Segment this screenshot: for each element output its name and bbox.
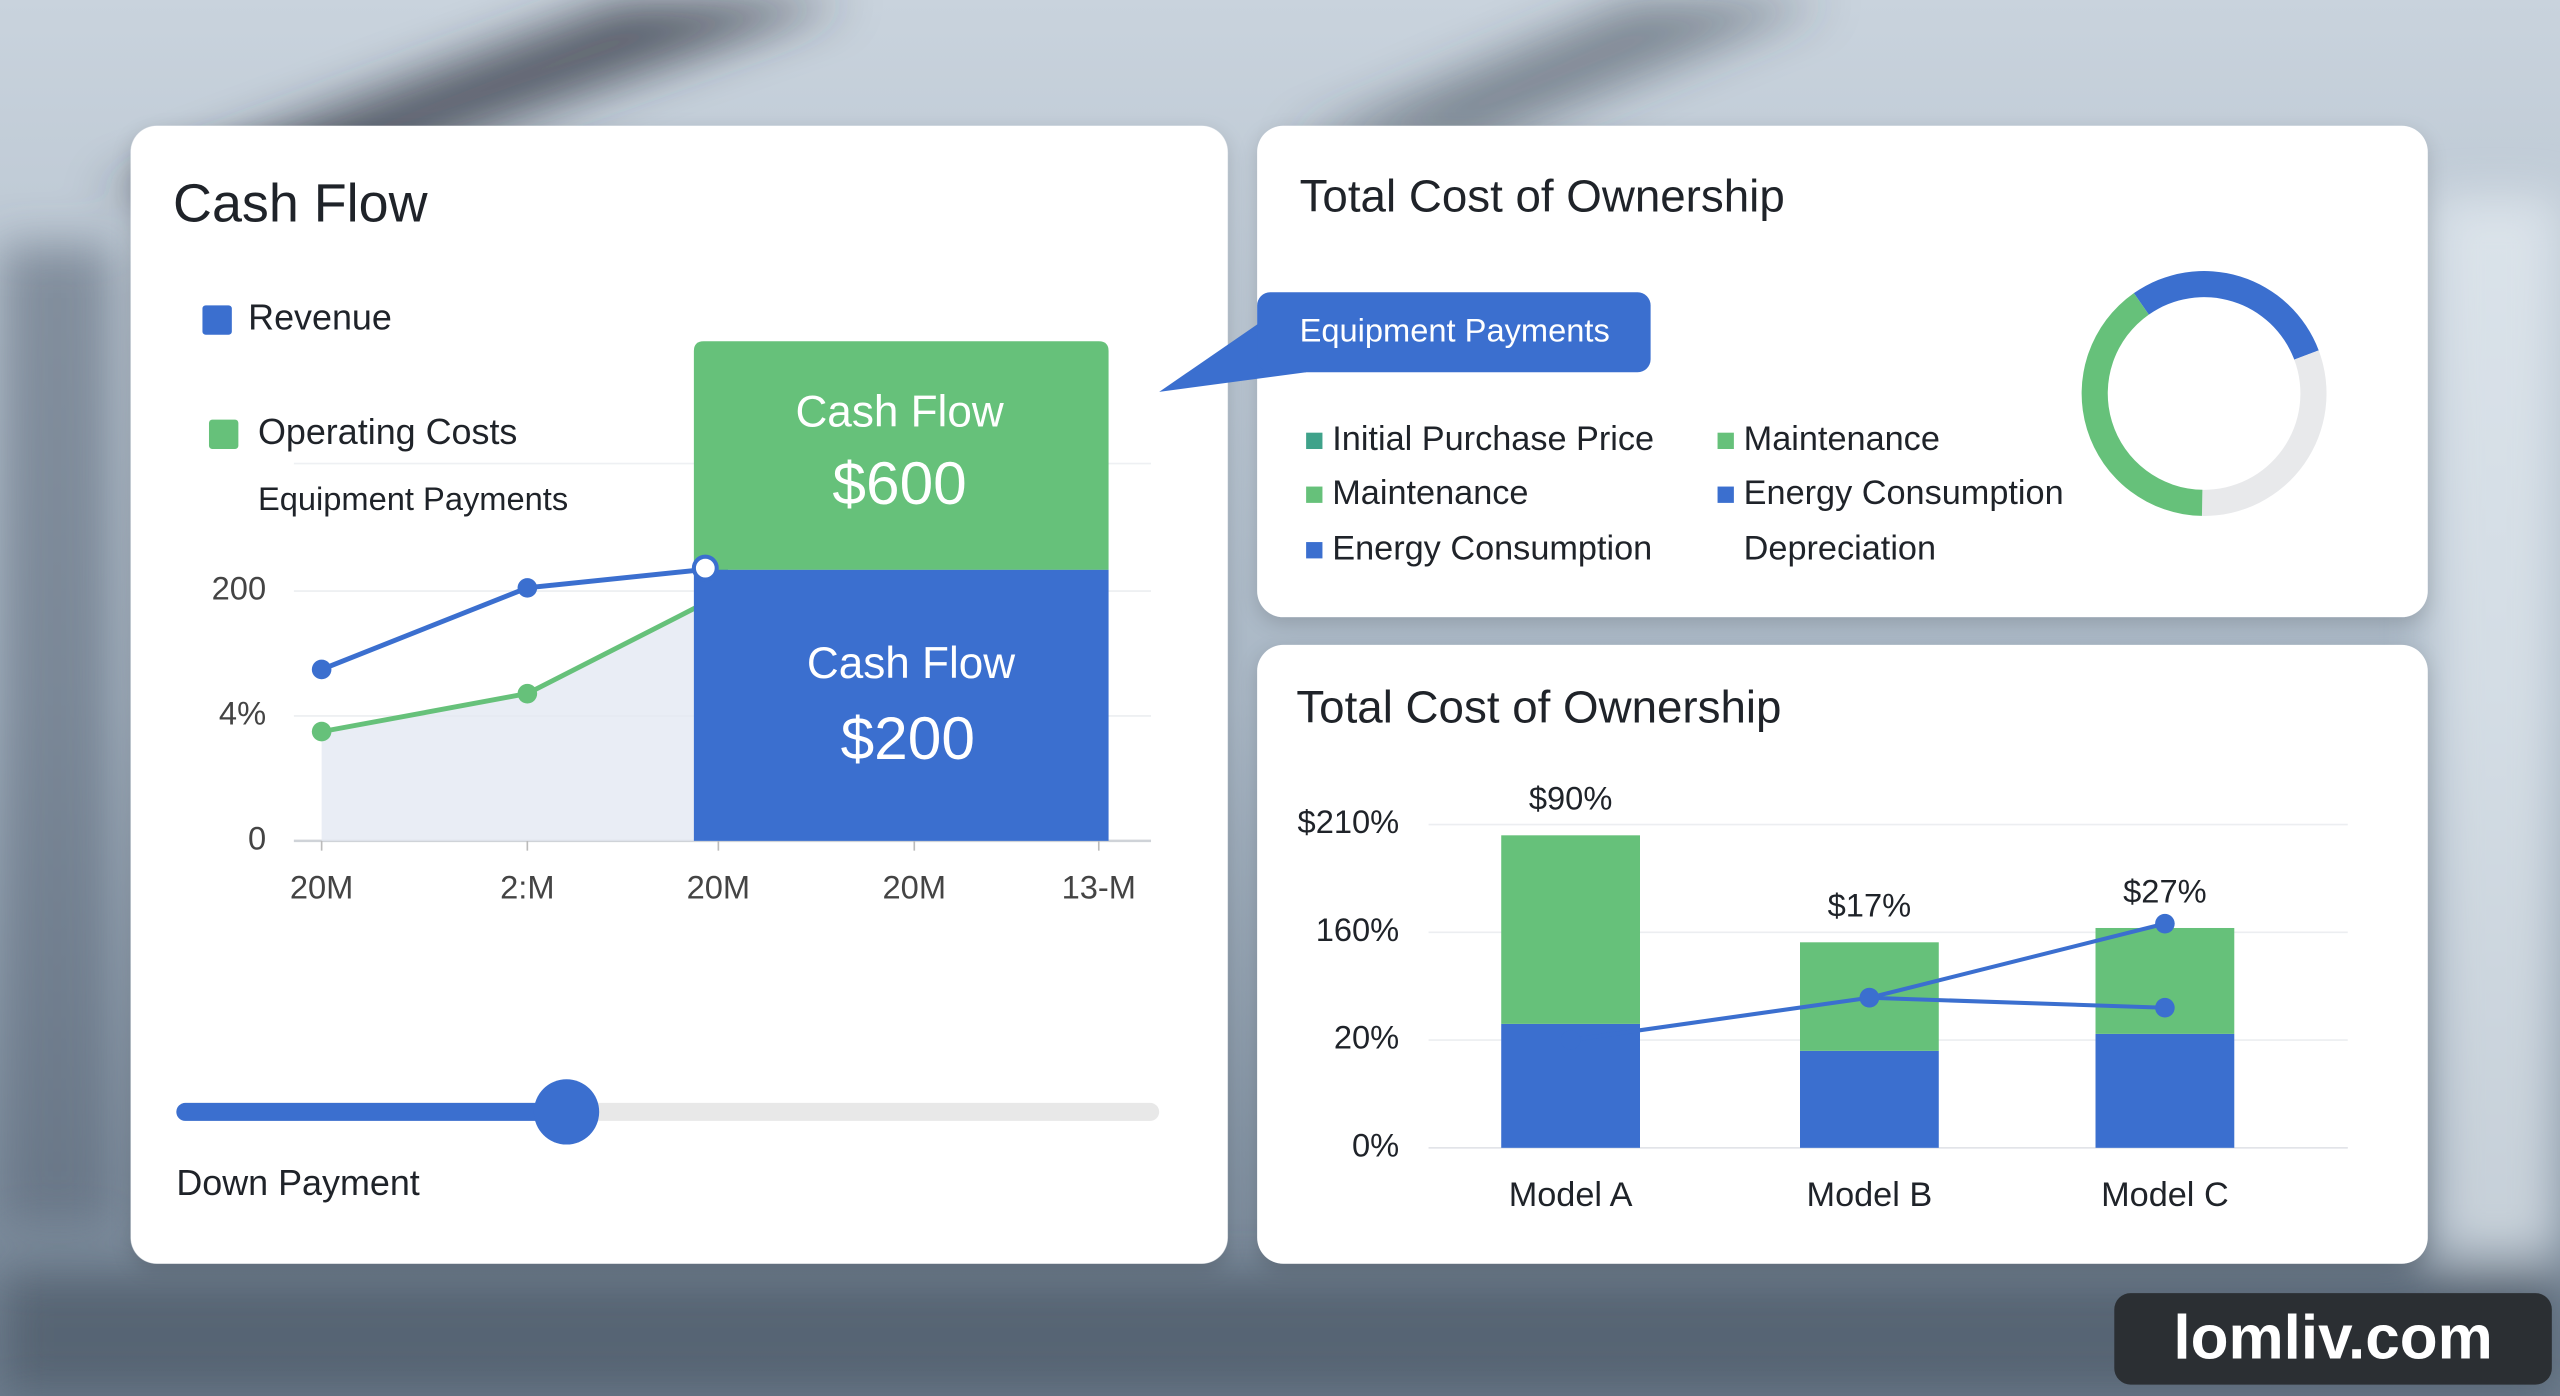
- bar-annotation: $27%: [2123, 872, 2206, 909]
- y-tick-label: $210%: [1298, 803, 1400, 840]
- line: [1869, 995, 2165, 1010]
- legend-label: Energy Consumption: [1744, 474, 2064, 512]
- x-tick-label: 13-M: [1062, 868, 1136, 905]
- card-title: Cash Flow: [173, 174, 429, 234]
- bar-segment: [2095, 927, 2235, 1034]
- point: [1560, 1030, 1581, 1050]
- legend-label: Initial Purchase Price: [1332, 420, 1654, 458]
- legend-swatch: [1306, 542, 1323, 559]
- highlight-point: [691, 554, 719, 582]
- legend-swatch: [202, 305, 232, 335]
- bar-segment: [1800, 1050, 1939, 1148]
- window: [2432, 195, 2560, 1258]
- point: [1859, 987, 1880, 1008]
- legend-swatch: [1306, 432, 1323, 450]
- point: [2155, 913, 2175, 934]
- point: [2155, 997, 2175, 1018]
- x-tick-label: 2:M: [500, 868, 554, 905]
- legend-label: Revenue: [248, 297, 392, 338]
- legend-swatch: [1306, 486, 1323, 503]
- x-tick-label: Model C: [2101, 1176, 2229, 1214]
- point: [517, 683, 538, 704]
- point: [517, 578, 538, 598]
- x-tick-label: Model A: [1509, 1176, 1633, 1214]
- tooltip-value: $200: [841, 704, 975, 772]
- bar-annotation: $17%: [1828, 887, 1911, 924]
- x-tick-label: Model B: [1807, 1176, 1933, 1214]
- legend-label: Maintenance: [1332, 474, 1528, 512]
- tooltip-top: [693, 341, 1109, 570]
- y-tick-label: 20%: [1334, 1019, 1399, 1056]
- legend-label: Operating Costs: [258, 411, 517, 452]
- tooltip-bottom: [693, 569, 1109, 841]
- tooltip-label: Cash Flow: [807, 639, 1015, 688]
- y-tick-label: 200: [212, 570, 266, 607]
- area: [321, 596, 719, 841]
- x-tick-label: 20M: [290, 868, 353, 905]
- legend-swatch: [208, 419, 239, 450]
- legend-note: Equipment Payments: [258, 480, 568, 517]
- donut-segment: [2133, 271, 2319, 360]
- tooltip-value: $600: [832, 449, 966, 517]
- bar-segment: [1501, 835, 1640, 1024]
- watermark-box: [2114, 1293, 2552, 1385]
- slider-label: Down Payment: [176, 1162, 419, 1203]
- point: [311, 659, 332, 680]
- callout: [1257, 292, 1651, 373]
- card-title: Total Cost of Ownership: [1300, 170, 1785, 221]
- tooltip-label: Cash Flow: [795, 387, 1003, 436]
- legend-label: Maintenance: [1744, 420, 1940, 458]
- y-tick-label: 0: [248, 819, 266, 856]
- legend-label: Energy Consumption: [1332, 529, 1652, 567]
- slider-fill: [176, 1102, 567, 1121]
- donut-segment: [2201, 350, 2327, 516]
- legend-swatch: [1717, 486, 1734, 503]
- callout-text: Equipment Payments: [1300, 312, 1610, 349]
- watermark: lomliv.com: [2173, 1304, 2492, 1373]
- y-tick-label: 160%: [1316, 911, 1399, 948]
- point: [311, 721, 332, 742]
- legend-swatch: [1717, 432, 1734, 450]
- slider-knob[interactable]: [533, 1079, 600, 1145]
- window-frame: [0, 244, 115, 1225]
- bar-annotation: $90%: [1529, 780, 1612, 817]
- y-tick-label: 4%: [219, 695, 266, 732]
- card-title: Total Cost of Ownership: [1296, 681, 1781, 732]
- donut-segment: [2081, 293, 2203, 516]
- legend-label: Depreciation: [1744, 529, 1936, 567]
- y-tick-label: 0%: [1352, 1126, 1399, 1163]
- ceiling-beam: [1289, 0, 1829, 147]
- x-tick-label: 20M: [883, 868, 946, 905]
- x-tick-label: 20M: [687, 868, 750, 905]
- bar-segment: [2095, 1033, 2235, 1148]
